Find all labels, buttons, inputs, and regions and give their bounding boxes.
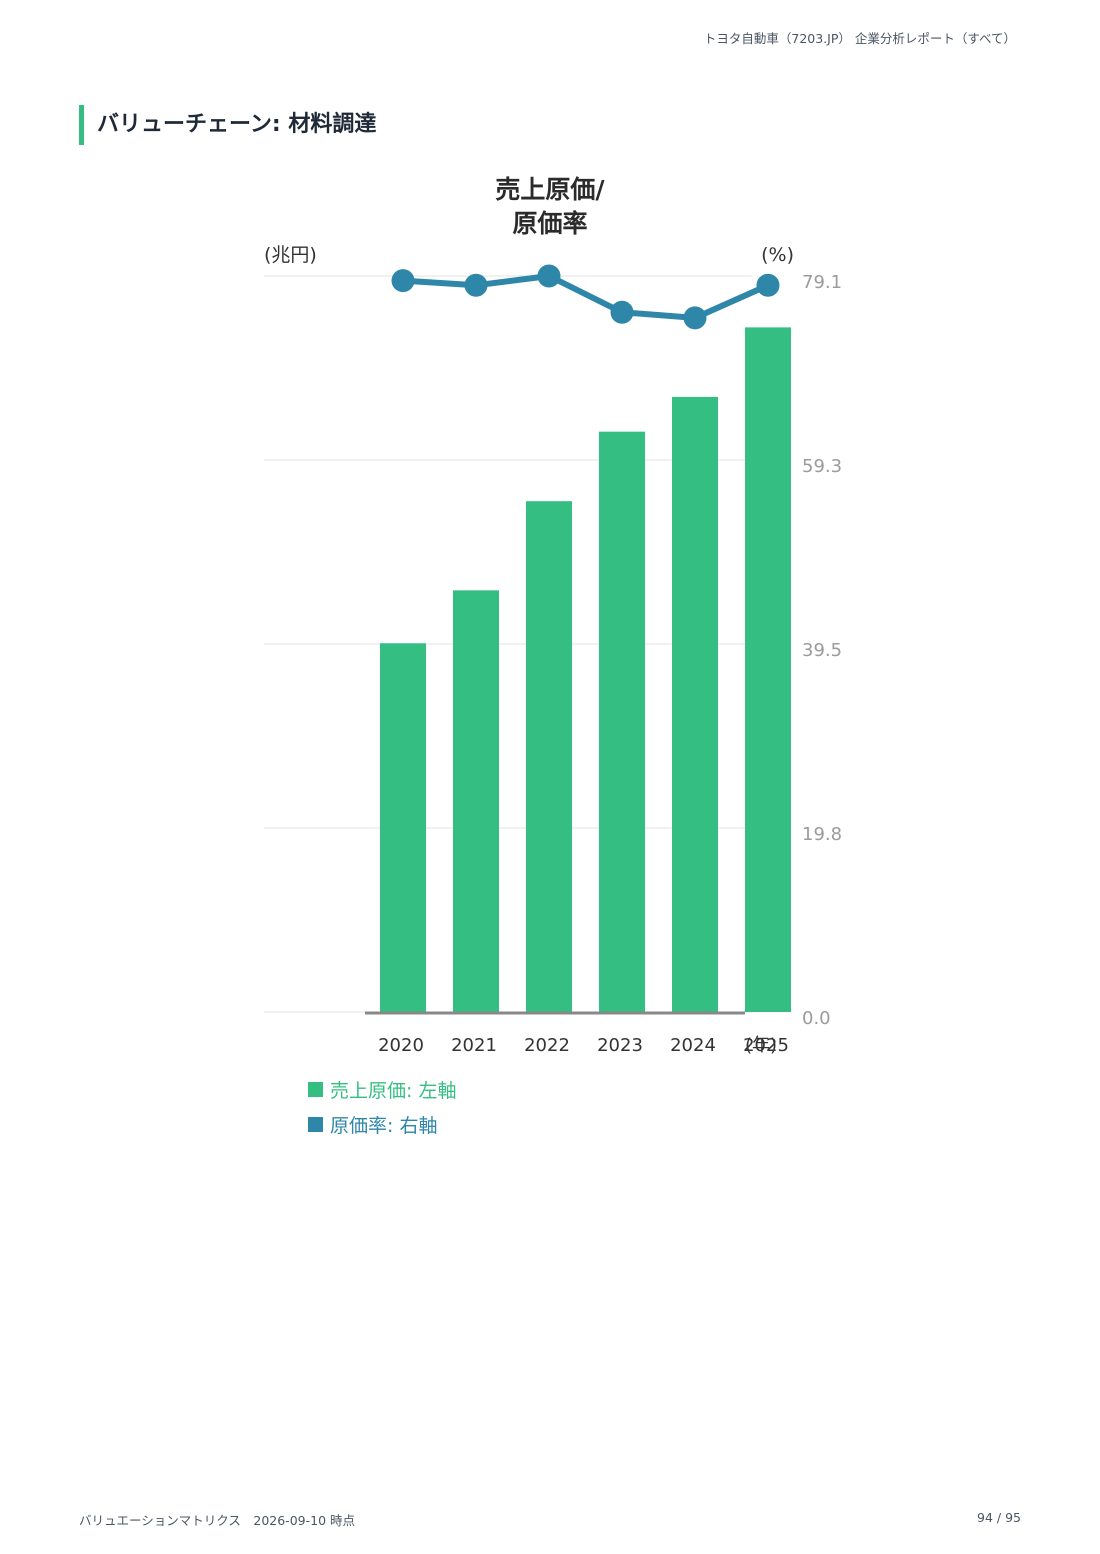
bar-cost-of-sales bbox=[380, 643, 426, 1012]
report-header: トヨタ自動車（7203.JP） 企業分析レポート（すべて） bbox=[703, 31, 1016, 46]
left-axis-unit: (兆円) bbox=[264, 244, 317, 266]
chart-labels: 79.1 59.3 39.5 19.8 0.0 2020 2021 2022 2023 2024 2… bbox=[264, 175, 842, 1056]
chart-title-line-2: 原価率 bbox=[512, 209, 587, 238]
chart-title-line-1: 売上原価/ bbox=[495, 175, 605, 204]
bar-cost-of-sales bbox=[672, 396, 718, 1012]
legend-swatch bbox=[308, 1117, 323, 1132]
right-axis-unit: (%) bbox=[761, 244, 794, 266]
section-title: バリューチェーン: 材料調達 bbox=[79, 105, 376, 145]
cost-ratio-point bbox=[464, 273, 488, 297]
bars bbox=[380, 327, 791, 1013]
x-axis-tick-label: 2025 bbox=[743, 1035, 789, 1056]
right-axis-tick-label: 0.0 bbox=[802, 1008, 831, 1029]
legend-item-label: 原価率: 右軸 bbox=[330, 1115, 437, 1137]
cost-ratio-point bbox=[683, 306, 707, 330]
legend-item-label: 売上原価: 左軸 bbox=[330, 1080, 456, 1102]
right-axis-tick-label: 19.8 bbox=[802, 824, 842, 845]
x-axis-tick-label: 2022 bbox=[524, 1035, 570, 1056]
cost-ratio-point bbox=[756, 273, 780, 297]
cost-ratio-point bbox=[610, 300, 634, 324]
x-axis-tick-label: 2020 bbox=[378, 1035, 424, 1056]
cost-ratio-point bbox=[537, 264, 561, 288]
legend-swatch bbox=[308, 1082, 323, 1097]
right-axis-tick-label: 39.5 bbox=[802, 640, 842, 661]
right-axis-tick-label: 79.1 bbox=[802, 272, 842, 293]
x-axis-unit: (年) bbox=[745, 1035, 777, 1056]
x-axis-tick-label: 2023 bbox=[597, 1035, 643, 1056]
cost-ratio-point bbox=[391, 269, 415, 293]
x-axis-tick-label: 2024 bbox=[670, 1035, 716, 1056]
footer-source: バリュエーションマトリクス 2026-09-10 時点 bbox=[79, 1513, 355, 1528]
cost-of-sales-chart: 79.1 59.3 39.5 19.8 0.0 2020 2021 2022 2023 2024 2… bbox=[264, 175, 842, 1137]
right-axis-tick-label: 59.3 bbox=[802, 456, 842, 477]
bar-cost-of-sales bbox=[453, 590, 499, 1012]
cost-ratio-polyline bbox=[402, 273, 770, 321]
bar-cost-of-sales bbox=[599, 431, 645, 1013]
x-axis-tick-label: 2021 bbox=[451, 1035, 497, 1056]
cost-ratio-line bbox=[391, 264, 780, 330]
bar-cost-of-sales bbox=[526, 501, 572, 1012]
bar-cost-of-sales bbox=[745, 327, 791, 1012]
page-number: 94 / 95 bbox=[977, 1510, 1021, 1525]
